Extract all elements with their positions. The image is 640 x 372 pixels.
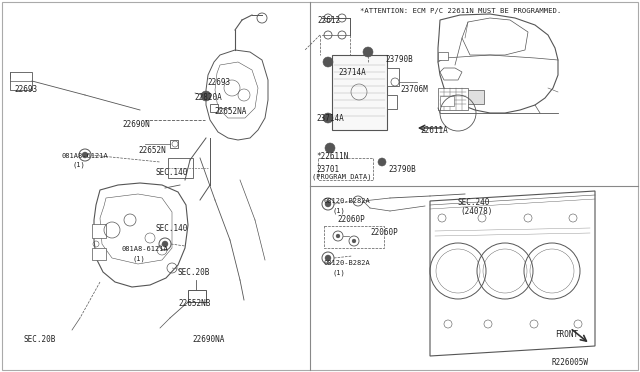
Bar — [168, 158, 193, 178]
Bar — [318, 158, 373, 180]
Text: 22690N: 22690N — [122, 120, 150, 129]
Circle shape — [378, 158, 386, 166]
Text: SEC.20B: SEC.20B — [178, 268, 211, 277]
Bar — [438, 88, 468, 110]
Text: SEC.20B: SEC.20B — [24, 335, 56, 344]
Text: FRONT: FRONT — [555, 330, 578, 339]
Circle shape — [325, 255, 331, 261]
Text: SEC.240: SEC.240 — [458, 198, 490, 207]
Text: (1): (1) — [333, 269, 346, 276]
Text: SEC.140: SEC.140 — [155, 168, 188, 177]
Text: 22611A: 22611A — [420, 126, 448, 135]
Bar — [438, 52, 448, 60]
Bar — [324, 226, 384, 248]
Bar — [332, 55, 387, 130]
Bar — [92, 248, 106, 260]
Text: 23790B: 23790B — [385, 55, 413, 64]
Bar — [210, 104, 218, 112]
Circle shape — [352, 239, 356, 243]
Text: 22060P: 22060P — [370, 228, 397, 237]
Bar — [170, 140, 178, 148]
Text: (PROGRAM DATA): (PROGRAM DATA) — [312, 174, 371, 180]
Text: 22652N: 22652N — [138, 146, 166, 155]
Bar — [466, 90, 484, 104]
Text: 22693: 22693 — [207, 78, 230, 87]
Text: (1): (1) — [333, 207, 346, 214]
Text: 22690NA: 22690NA — [192, 335, 225, 344]
Text: (1): (1) — [132, 255, 145, 262]
Bar — [188, 290, 206, 302]
Circle shape — [363, 47, 373, 57]
Text: 22652NA: 22652NA — [214, 107, 246, 116]
Text: R226005W: R226005W — [552, 358, 589, 367]
Circle shape — [82, 152, 88, 158]
Bar — [92, 224, 106, 238]
Bar — [440, 96, 454, 106]
Text: 23701: 23701 — [316, 165, 339, 174]
Text: (24078): (24078) — [460, 207, 492, 216]
Text: 23714A: 23714A — [338, 68, 365, 77]
Text: 08120-B282A: 08120-B282A — [323, 260, 370, 266]
Text: 22612: 22612 — [317, 16, 340, 25]
Text: SEC.140: SEC.140 — [155, 224, 188, 233]
Bar — [10, 72, 32, 90]
Circle shape — [323, 113, 333, 123]
Circle shape — [325, 201, 331, 207]
Circle shape — [323, 57, 333, 67]
Text: 22693: 22693 — [14, 85, 37, 94]
Text: 23706M: 23706M — [400, 85, 428, 94]
Circle shape — [336, 234, 340, 238]
Text: 23790B: 23790B — [388, 165, 416, 174]
Text: 22820A: 22820A — [194, 93, 221, 102]
Text: 22652NB: 22652NB — [178, 299, 211, 308]
Text: 081A8-6121A: 081A8-6121A — [62, 153, 109, 159]
Circle shape — [325, 143, 335, 153]
Bar — [387, 95, 397, 109]
Text: (1): (1) — [72, 162, 84, 169]
Bar — [387, 68, 399, 86]
Text: 08120-B282A: 08120-B282A — [323, 198, 370, 204]
Circle shape — [162, 241, 168, 247]
Text: *22611N: *22611N — [316, 152, 348, 161]
Text: 081A8-6121A: 081A8-6121A — [122, 246, 169, 252]
Text: 22060P: 22060P — [337, 215, 365, 224]
Text: 23714A: 23714A — [316, 114, 344, 123]
Circle shape — [201, 91, 211, 101]
Text: *ATTENTION: ECM P/C 22611N MUST BE PROGRAMMED.: *ATTENTION: ECM P/C 22611N MUST BE PROGR… — [360, 8, 561, 14]
